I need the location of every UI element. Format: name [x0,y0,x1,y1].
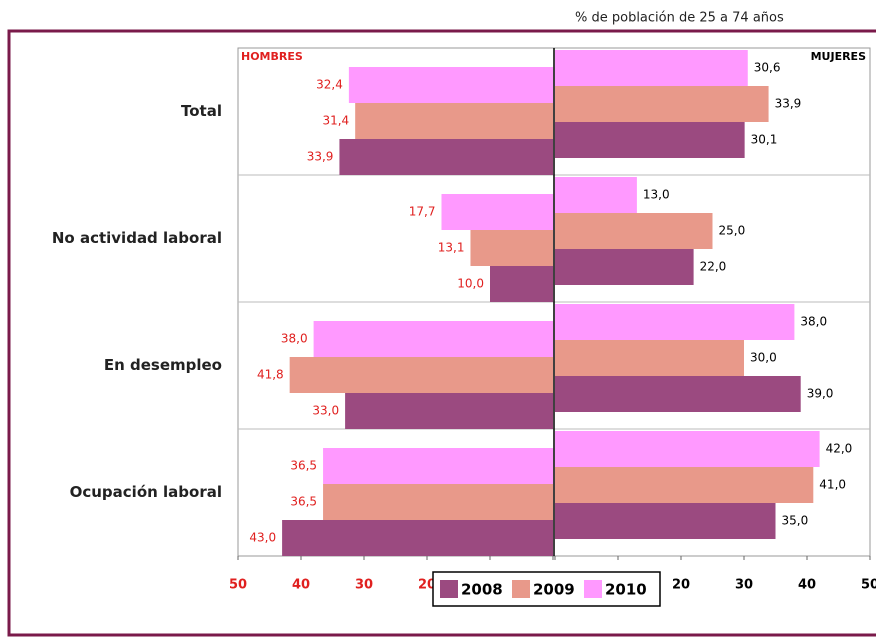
bar [555,503,776,539]
bar [323,484,553,520]
value-label: 33,9 [775,97,802,111]
value-label: 10,0 [457,277,484,291]
x-tick-label: 30 [355,578,373,593]
bar [555,122,745,158]
x-tick-label: 30 [735,578,753,593]
value-label: 33,0 [312,404,339,418]
value-label: 38,0 [281,332,308,346]
value-label: 39,0 [807,387,834,401]
value-label: 31,4 [322,114,349,128]
legend-label: 2008 [461,581,503,599]
bar [490,266,553,302]
bar [555,50,748,86]
legend-box [432,571,661,607]
value-label: 30,1 [751,133,778,147]
x-tick-label: 50 [861,578,876,593]
panel-title: HOMBRES [241,50,303,63]
bar [555,177,637,213]
bar [441,194,553,230]
value-label: 35,0 [782,514,809,528]
category-label: No actividad laboral [52,229,222,247]
bar [555,467,814,503]
category-label: En desempleo [104,356,222,374]
value-label: 33,9 [307,150,334,164]
value-label: 36,5 [290,495,317,509]
value-label: 22,0 [700,260,727,274]
value-label: 17,7 [409,205,436,219]
category-label: Ocupación laboral [70,483,222,501]
bar [313,321,553,357]
value-label: 25,0 [719,224,746,238]
value-label: 30,6 [754,61,781,75]
panel-title: MUJERES [811,50,866,63]
value-label: 41,8 [257,368,284,382]
bar [348,67,553,103]
bar [555,213,713,249]
legend-swatch [512,580,530,598]
bar [555,431,820,467]
x-tick-label: 20 [418,578,436,593]
category-label: Total [181,102,222,120]
bar [323,448,553,484]
bar [555,376,801,412]
value-label: 13,0 [643,188,670,202]
bar [555,249,694,285]
bar [555,86,769,122]
x-tick-label: 40 [292,578,310,593]
value-label: 41,0 [819,478,846,492]
x-tick-label: 50 [229,578,247,593]
value-label: 36,5 [290,459,317,473]
bar [470,230,553,266]
value-label: 32,4 [316,78,343,92]
bar [355,103,553,139]
value-label: 43,0 [249,531,276,545]
x-tick-label: 40 [798,578,816,593]
x-tick-label: 20 [672,578,690,593]
value-label: 38,0 [800,315,827,329]
legend-swatch [440,580,458,598]
legend-label: 2009 [533,581,575,599]
legend-label: 2010 [605,581,647,599]
legend-swatch [584,580,602,598]
bar [289,357,553,393]
bar [339,139,553,175]
bar [555,304,795,340]
bar [345,393,553,429]
value-label: 42,0 [826,442,853,456]
value-label: 30,0 [750,351,777,365]
note: % de población de 25 a 74 años [575,11,784,26]
value-label: 13,1 [438,241,465,255]
bar [282,520,553,556]
bar [555,340,744,376]
